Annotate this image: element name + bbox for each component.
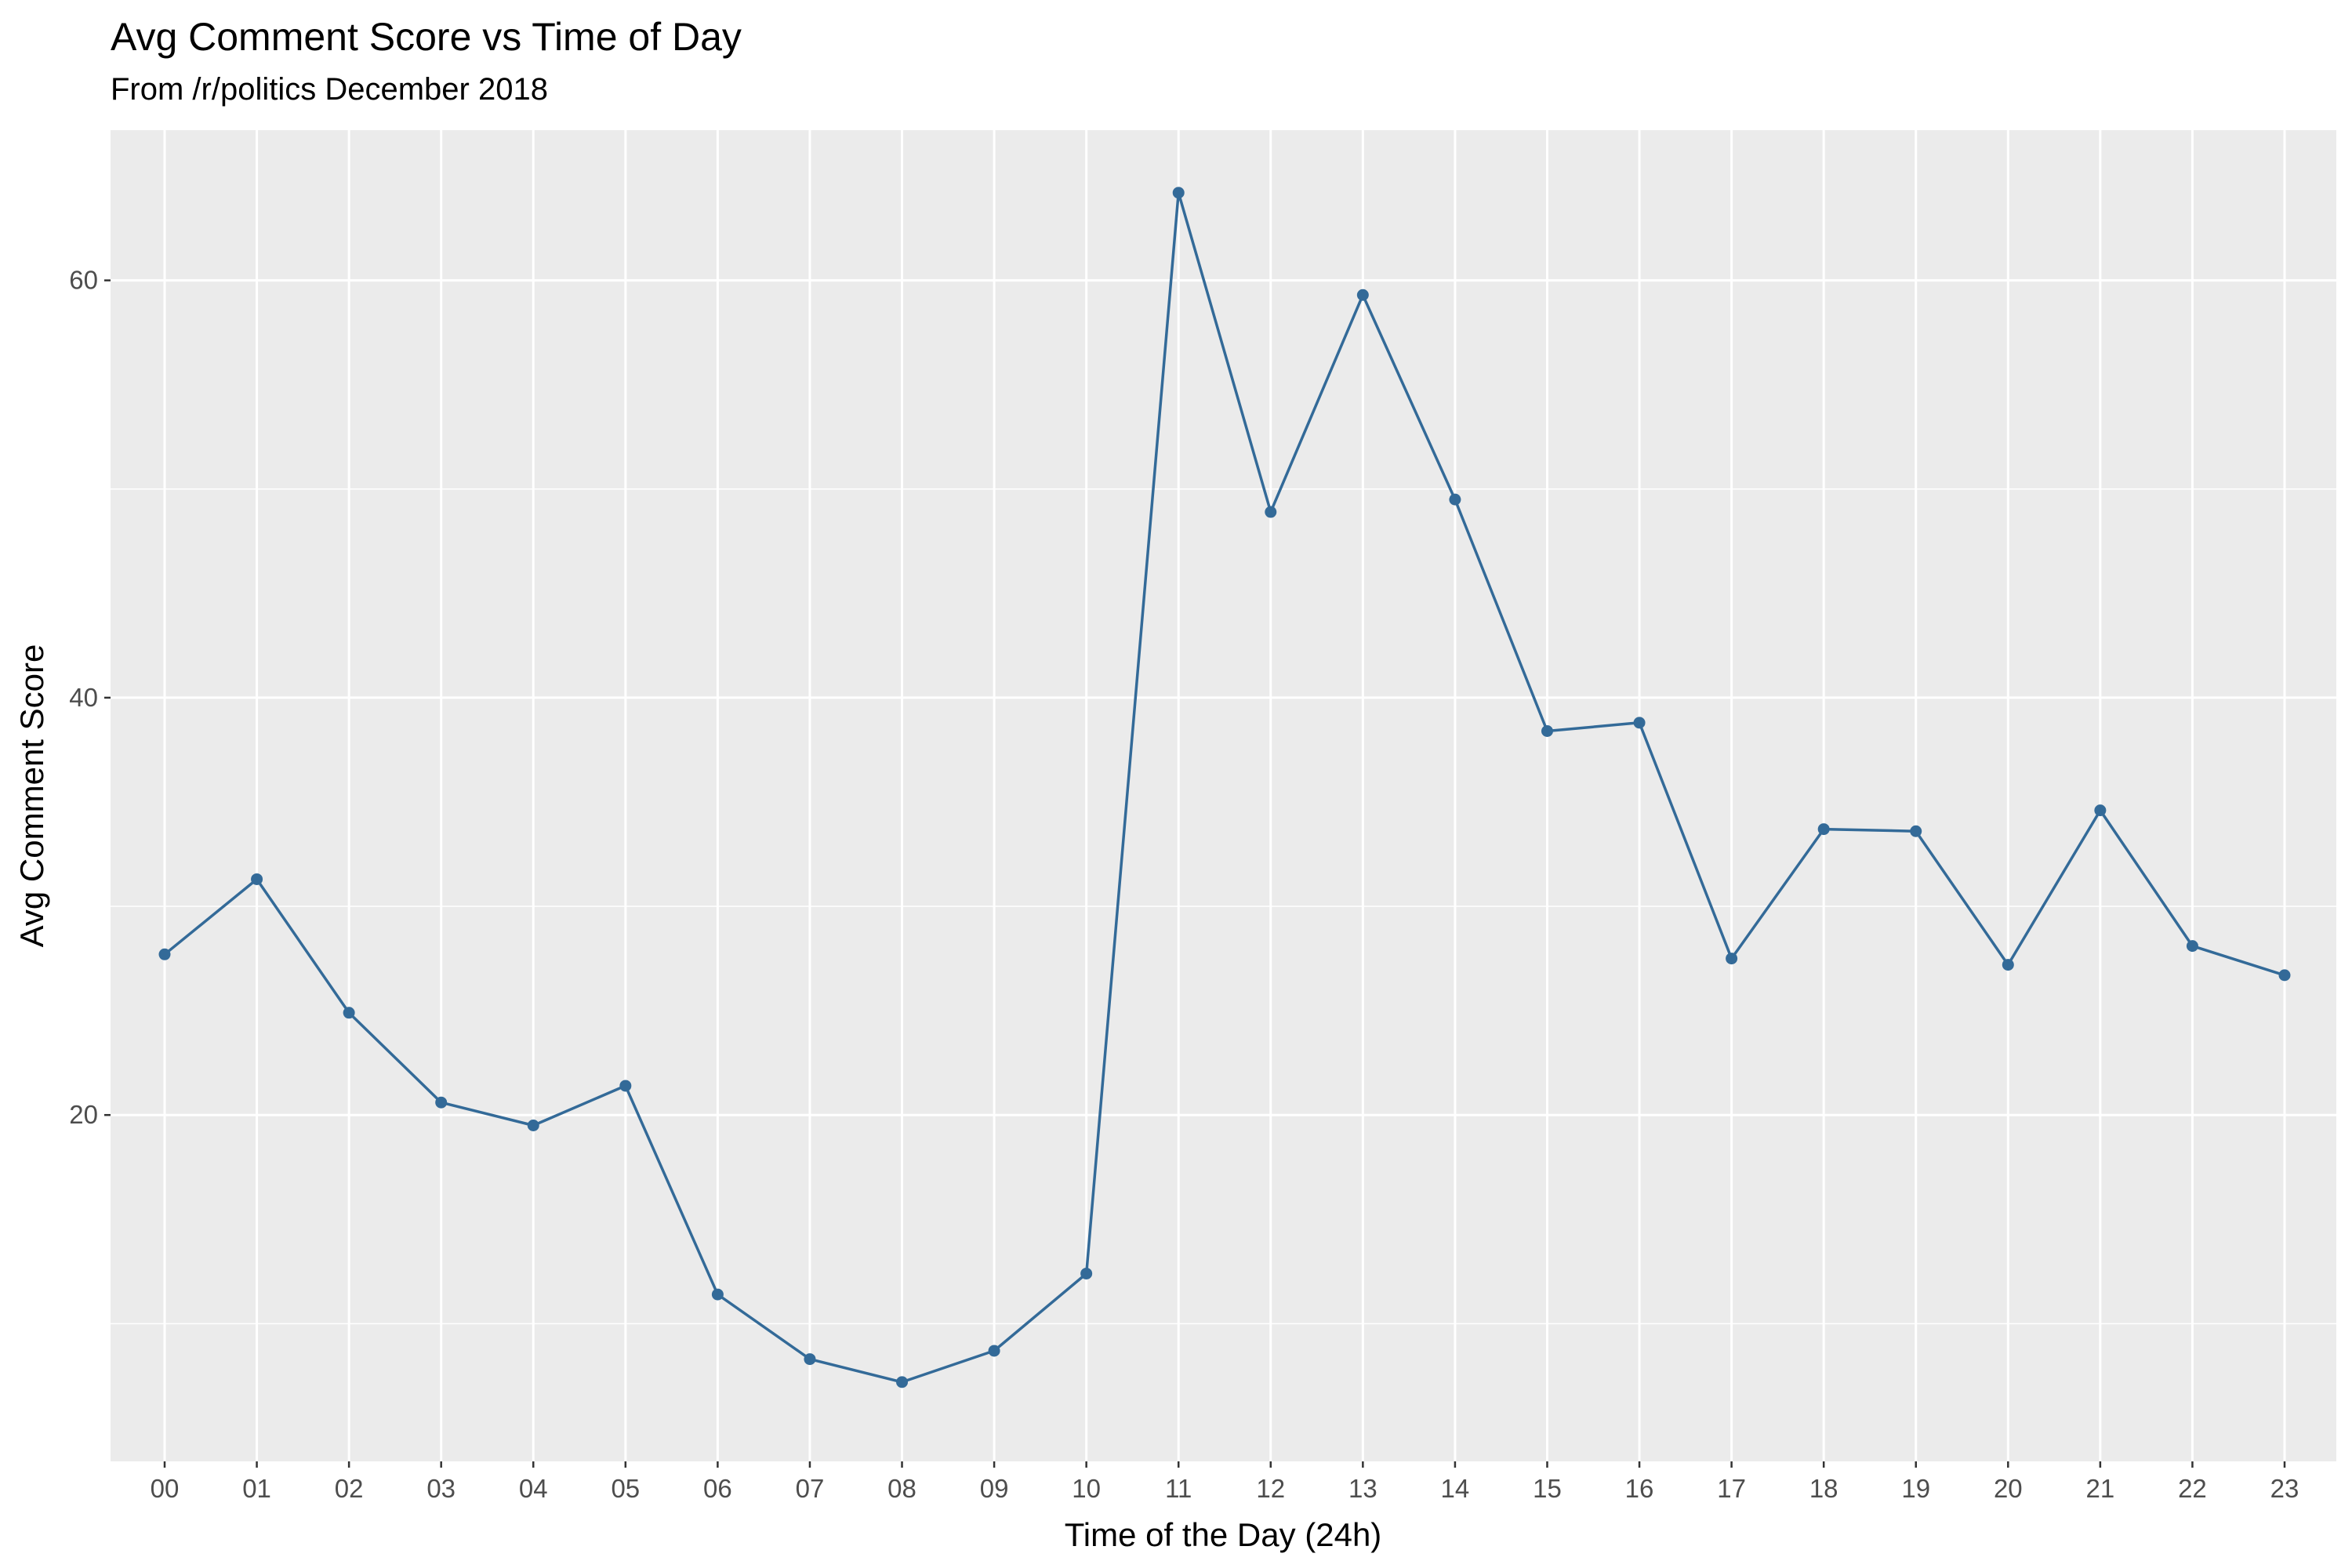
x-tick-label: 09	[980, 1474, 1009, 1503]
data-point-13	[1356, 289, 1369, 301]
data-point-08	[896, 1376, 909, 1388]
x-tick-label: 14	[1441, 1474, 1470, 1503]
series-line	[163, 191, 2285, 1384]
y-axis-title: Avg Comment Score	[13, 644, 50, 948]
chart-title: Avg Comment Score vs Time of Day	[111, 15, 742, 59]
x-tick-label: 17	[1717, 1474, 1746, 1503]
x-tick-label: 00	[151, 1474, 180, 1503]
x-tick-label: 01	[242, 1474, 271, 1503]
data-point-12	[1265, 506, 1277, 518]
data-point-14	[1449, 493, 1461, 506]
data-point-04	[527, 1120, 539, 1132]
data-point-23	[2278, 969, 2291, 982]
x-tick-label: 11	[1165, 1474, 1192, 1503]
grid-major	[111, 130, 2336, 1461]
series-group	[158, 187, 2291, 1388]
y-tick-label: 60	[69, 266, 98, 295]
x-tick-label: 07	[796, 1474, 825, 1503]
x-tick-label: 04	[519, 1474, 548, 1503]
y-tick-labels: 20 40 60	[69, 266, 98, 1130]
data-point-02	[343, 1007, 355, 1019]
data-point-18	[1817, 823, 1830, 836]
grid-minor	[111, 488, 2336, 1325]
x-tick-label: 15	[1533, 1474, 1562, 1503]
x-tick-labels: 00 01 02 03 04 05 06 07 08 09 10 11 12 13 14 15 16 17 18 19…	[151, 1474, 2299, 1503]
data-point-06	[711, 1288, 724, 1301]
x-tick-label: 22	[2178, 1474, 2207, 1503]
axis-ticks	[104, 279, 2286, 1468]
data-point-10	[1080, 1267, 1093, 1279]
y-tick-label: 40	[69, 683, 98, 712]
data-point-07	[804, 1353, 816, 1366]
data-point-03	[435, 1096, 448, 1109]
x-tick-label: 20	[1994, 1474, 2023, 1503]
x-tick-label: 12	[1256, 1474, 1285, 1503]
y-tick-label: 20	[69, 1100, 98, 1129]
x-tick-label: 03	[426, 1474, 456, 1503]
data-point-20	[2002, 959, 2014, 971]
data-point-19	[1910, 825, 1922, 837]
data-point-17	[1726, 953, 1738, 965]
x-axis-title: Time of the Day (24h)	[1065, 1516, 1382, 1553]
x-tick-label: 21	[2086, 1474, 2115, 1503]
data-point-01	[251, 873, 263, 885]
data-point-22	[2186, 940, 2198, 953]
data-point-16	[1633, 717, 1646, 729]
x-tick-label: 06	[703, 1474, 732, 1503]
x-tick-label: 19	[1901, 1474, 1930, 1503]
x-tick-label: 05	[611, 1474, 640, 1503]
data-point-09	[988, 1345, 1000, 1357]
data-point-11	[1172, 187, 1185, 199]
x-tick-label: 23	[2270, 1474, 2299, 1503]
x-tick-label: 18	[1809, 1474, 1838, 1503]
x-tick-label: 13	[1348, 1474, 1377, 1503]
x-tick-label: 08	[887, 1474, 916, 1503]
x-tick-label: 10	[1072, 1474, 1101, 1503]
x-tick-label: 16	[1625, 1474, 1654, 1503]
x-tick-label: 02	[335, 1474, 364, 1503]
plot-panel	[111, 130, 2336, 1461]
chart-subtitle: From /r/politics December 2018	[111, 72, 548, 107]
data-point-00	[158, 948, 171, 960]
data-point-21	[2094, 804, 2107, 817]
data-point-15	[1541, 724, 1553, 737]
data-point-05	[619, 1080, 632, 1092]
